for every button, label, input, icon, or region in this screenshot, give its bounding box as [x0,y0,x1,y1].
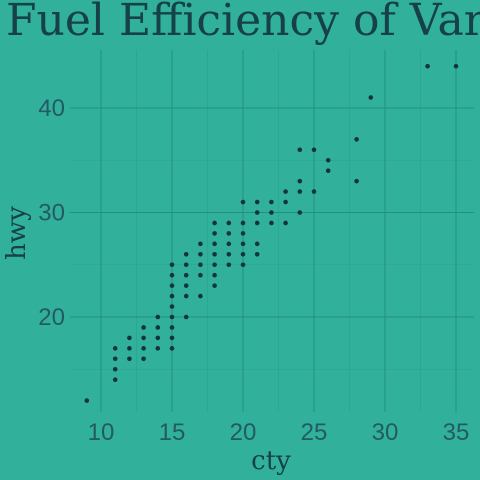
data-point [226,241,232,247]
data-point [226,220,232,226]
data-point [169,272,175,278]
data-point [112,346,118,351]
data-point [183,314,189,320]
data-point [297,189,303,194]
data-point [127,335,132,341]
data-point [226,231,232,236]
data-point [169,304,175,309]
data-point [127,356,132,362]
y-tick-labels: 20 30 40 [38,95,65,331]
data-point [283,189,288,194]
data-point [112,356,118,362]
data-point [183,293,189,299]
data-point [183,283,189,288]
data-point [169,262,175,268]
data-point [198,272,203,278]
x-tick-label: 20 [230,419,257,446]
data-point [240,199,246,205]
data-point [212,262,217,268]
data-point [112,366,118,372]
data-point [212,252,217,257]
data-point [84,398,90,403]
data-point [212,231,217,236]
data-point [240,252,246,257]
data-point [254,210,260,215]
x-tick-label: 25 [301,419,328,446]
data-point [283,199,288,205]
data-points [84,63,459,403]
data-point [169,335,175,341]
chart-title: Fuel Efficiency of Various [6,0,480,46]
data-point [297,210,303,215]
data-point [254,220,260,226]
y-tick-label: 30 [38,200,65,227]
y-tick-label: 40 [38,95,65,122]
x-tick-label: 15 [159,419,186,446]
data-point [198,241,203,247]
data-point [183,252,189,257]
data-point [169,346,175,351]
data-point [240,220,246,226]
data-point [240,241,246,247]
data-point [141,346,146,351]
data-point [269,220,274,226]
data-point [169,283,175,288]
data-point [198,252,203,257]
data-point [354,137,359,142]
data-point [254,252,260,257]
data-point [453,63,459,69]
data-point [325,157,331,163]
x-tick-labels: 10 15 20 25 30 35 [88,419,470,446]
data-point [155,335,161,341]
data-point [155,314,161,320]
data-point [183,272,189,278]
data-point [269,210,274,215]
minor-gridlines [70,50,474,412]
data-point [354,178,359,184]
data-point [325,168,331,173]
data-point [283,220,288,226]
data-point [155,346,161,351]
x-tick-label: 30 [372,419,399,446]
data-point [112,377,118,383]
y-axis-title: hwy [2,206,32,260]
data-point [198,262,203,268]
data-point [269,199,274,205]
data-point [127,346,132,351]
major-gridlines [70,50,474,412]
data-point [169,314,175,320]
data-point [212,220,217,226]
x-tick-label: 10 [88,419,115,446]
data-point [311,189,317,194]
y-tick-label: 20 [38,304,65,331]
data-point [226,262,232,268]
data-point [311,147,317,153]
data-point [212,241,217,247]
data-point [169,325,175,330]
data-point [368,95,374,100]
data-point [254,199,260,205]
data-point [425,63,430,69]
data-point [183,262,189,268]
data-point [254,241,260,247]
data-point [141,335,146,341]
data-point [141,356,146,362]
data-point [297,178,303,184]
data-point [212,272,217,278]
x-axis-title: cty [251,446,291,476]
data-point [212,283,217,288]
data-point [240,231,246,236]
data-point [141,325,146,330]
data-point [297,147,303,153]
data-point [226,252,232,257]
x-tick-label: 35 [443,419,470,446]
data-point [198,293,203,299]
data-point [240,262,246,268]
data-point [155,325,161,330]
data-point [169,293,175,299]
